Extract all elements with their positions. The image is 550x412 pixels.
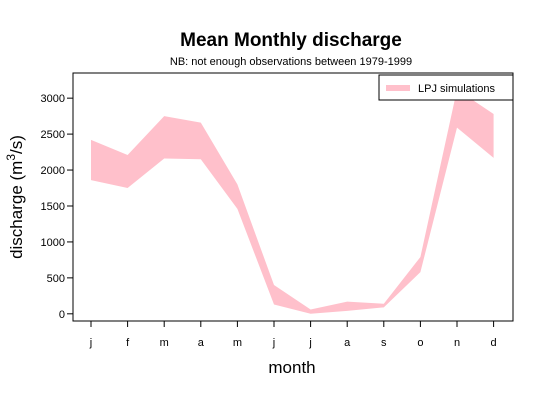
x-axis-title: month <box>268 358 315 377</box>
x-tick-label: j <box>89 337 92 349</box>
y-axis-title-main: discharge (m <box>7 161 26 259</box>
x-tick-label: s <box>381 337 387 349</box>
y-tick-label: 500 <box>47 273 65 285</box>
x-tick-label: a <box>198 337 205 349</box>
y-axis-title: discharge (m3/s) <box>4 135 26 259</box>
y-axis: 0 500 1000 1500 2000 2500 3000 <box>41 93 74 321</box>
y-tick-label: 2500 <box>41 129 65 141</box>
x-tick-label: d <box>491 337 497 349</box>
chart-title: Mean Monthly discharge <box>180 30 402 51</box>
legend: LPJ simulations <box>378 74 514 101</box>
y-tick-label: 2000 <box>41 165 65 177</box>
y-axis-title-sup: 3 <box>4 154 18 161</box>
x-tick-label: a <box>344 337 351 349</box>
y-tick-label: 1500 <box>41 201 65 213</box>
x-tick-label: j <box>272 337 275 349</box>
chart-subtitle: NB: not enough observations between 1979… <box>169 56 413 68</box>
y-tick-label: 1000 <box>41 237 65 249</box>
plot-frame <box>72 72 514 322</box>
band-layer <box>91 89 494 314</box>
x-tick-label: m <box>160 337 169 349</box>
y-tick-label: 0 <box>59 309 65 321</box>
y-tick-label: 3000 <box>41 93 65 105</box>
x-tick-label: m <box>233 337 242 349</box>
x-tick-label: f <box>126 337 130 349</box>
x-tick-label: o <box>417 337 423 349</box>
series-band-0 <box>91 89 494 314</box>
x-tick-label: j <box>308 337 311 349</box>
y-axis-title-tail: /s) <box>7 135 26 154</box>
legend-label: LPJ simulations <box>418 83 496 95</box>
x-tick-label: n <box>454 337 460 349</box>
